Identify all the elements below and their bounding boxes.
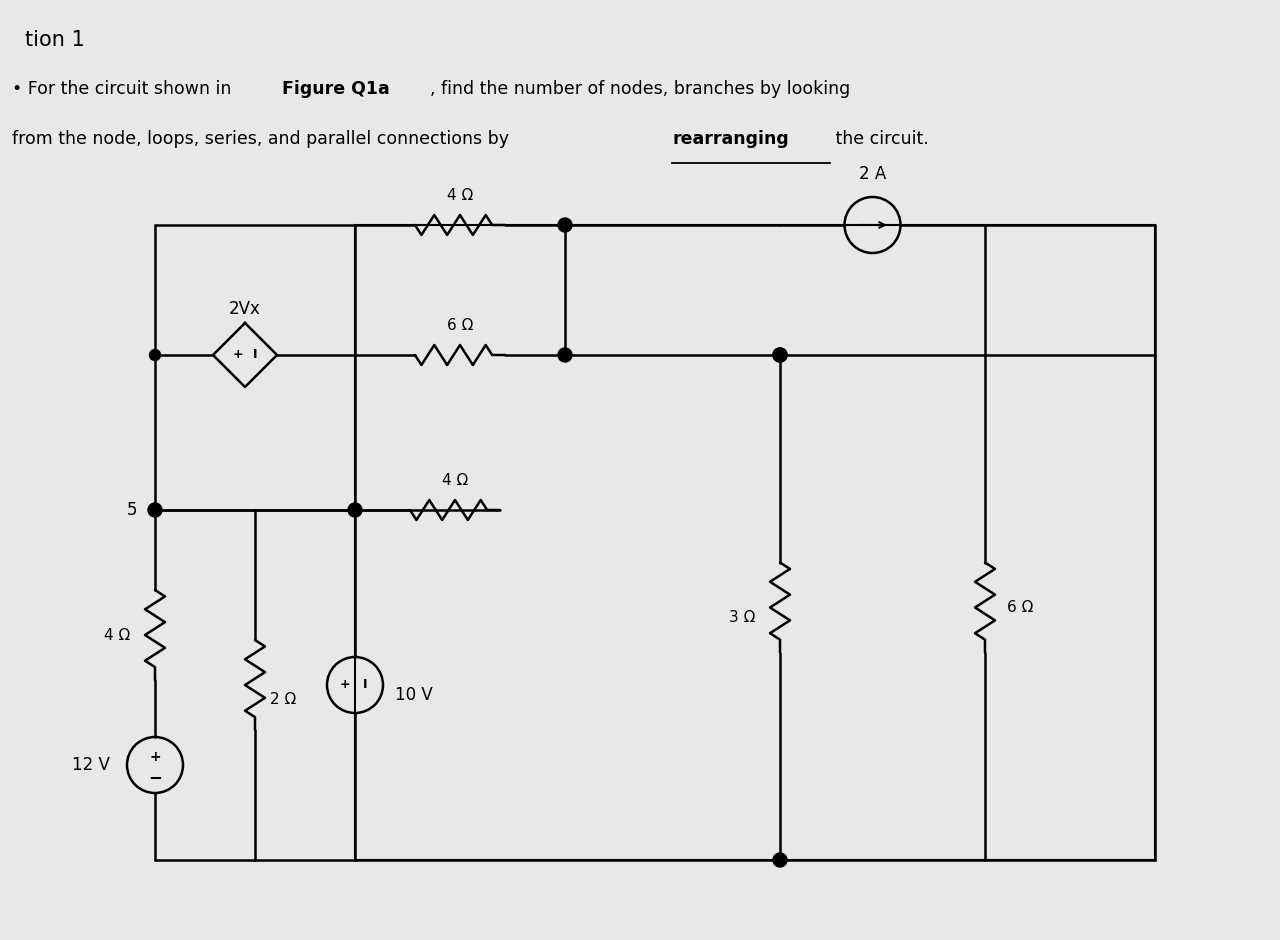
Text: 4 Ω: 4 Ω	[442, 473, 468, 488]
Text: 12 V: 12 V	[72, 756, 110, 774]
Text: • For the circuit shown in: • For the circuit shown in	[12, 80, 237, 98]
Text: +: +	[339, 679, 351, 692]
Text: 4 Ω: 4 Ω	[104, 628, 131, 643]
Text: the circuit.: the circuit.	[829, 130, 929, 148]
Text: 6 Ω: 6 Ω	[447, 318, 474, 333]
Text: 2 Ω: 2 Ω	[270, 693, 296, 708]
Text: from the node, loops, series, and parallel connections by: from the node, loops, series, and parall…	[12, 130, 515, 148]
Circle shape	[773, 348, 787, 362]
Text: 4 Ω: 4 Ω	[447, 188, 474, 203]
Circle shape	[348, 503, 362, 517]
Circle shape	[773, 348, 787, 362]
Circle shape	[148, 503, 163, 517]
Circle shape	[150, 350, 160, 361]
Text: +: +	[233, 349, 243, 362]
Text: Figure Q1a: Figure Q1a	[282, 80, 389, 98]
Text: , find the number of nodes, branches by looking: , find the number of nodes, branches by …	[430, 80, 850, 98]
Circle shape	[558, 348, 572, 362]
Text: +: +	[150, 750, 161, 764]
Text: 10 V: 10 V	[396, 686, 433, 704]
Text: I: I	[252, 349, 257, 362]
Circle shape	[558, 218, 572, 232]
Text: I: I	[362, 679, 367, 692]
Text: 3 Ω: 3 Ω	[728, 610, 755, 625]
Text: 6 Ω: 6 Ω	[1007, 600, 1033, 615]
Text: 2Vx: 2Vx	[229, 300, 261, 318]
Text: tion 1: tion 1	[26, 30, 84, 50]
Text: −: −	[148, 768, 163, 786]
Circle shape	[773, 853, 787, 867]
Text: 2 A: 2 A	[859, 165, 886, 183]
Text: rearranging: rearranging	[672, 130, 788, 148]
Bar	[355, 225, 1155, 860]
Text: 5: 5	[127, 501, 137, 519]
